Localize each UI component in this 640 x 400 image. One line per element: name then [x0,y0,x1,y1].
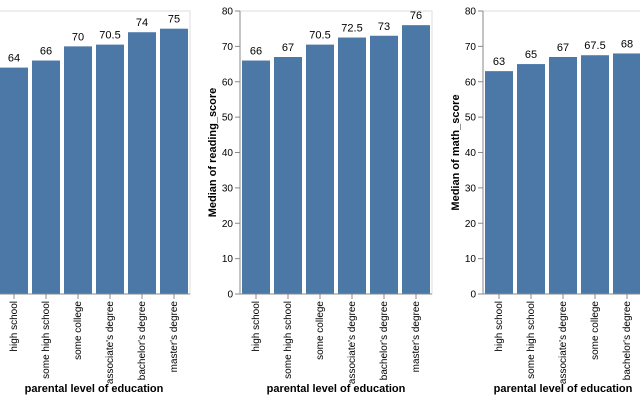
value-label: 70.5 [99,30,120,42]
bar [613,53,640,295]
bar [338,37,366,294]
bar [96,44,124,295]
y-tick-label: 30 [465,183,477,194]
y-tick-label: 40 [222,148,234,159]
y-axis-title: Median of reading_score [207,88,219,218]
y-tick-label: 10 [222,254,234,265]
x-axis-title: parental level of education [494,383,633,395]
value-label: 66 [40,46,52,58]
bar [581,55,609,294]
value-label: 74 [136,17,148,29]
x-tick-label: high school [494,301,505,352]
bar [370,35,398,294]
bar [402,25,430,295]
bar [64,46,92,294]
value-label: 66 [250,46,262,58]
y-tick-label: 50 [222,113,234,124]
y-tick-label: 70 [465,42,477,53]
x-axis-title: parental level of education [25,383,164,395]
value-label: 72.5 [341,23,362,35]
bar [242,60,270,295]
bar [549,56,577,294]
x-tick-label: some college [73,301,84,360]
x-tick-label: some high school [283,301,294,379]
y-tick-label: 0 [227,290,233,301]
x-tick-label: some college [315,301,326,360]
x-tick-label: some high school [41,301,52,379]
y-tick-label: 20 [465,219,477,230]
value-label: 70 [72,31,84,43]
value-label: 63 [493,56,505,68]
y-tick-label: 20 [222,219,234,230]
value-label: 70.5 [309,30,330,42]
y-tick-label: 50 [465,113,477,124]
y-tick-label: 60 [222,77,234,88]
bar [32,60,60,295]
x-axis-title: parental level of education [267,383,406,395]
y-tick-label: 40 [465,148,477,159]
bar [306,44,334,295]
y-tick-label: 10 [465,254,477,265]
x-tick-label: some college [590,301,601,360]
x-tick-label: associate's degree [105,301,116,385]
y-tick-label: 60 [465,77,477,88]
value-label: 67 [557,42,569,54]
value-label: 76 [410,10,422,22]
y-tick-label: 80 [465,7,477,18]
x-tick-label: associate's degree [558,301,569,385]
x-tick-label: bachelor's degree [622,301,633,381]
x-tick-label: high school [9,301,20,352]
value-label: 73 [378,21,390,33]
x-tick-label: master's degree [169,301,180,373]
y-tick-label: 80 [222,7,234,18]
bar [160,28,188,294]
bar [274,56,302,294]
x-tick-label: associate's degree [347,301,358,385]
value-label: 67 [282,42,294,54]
x-tick-label: bachelor's degree [137,301,148,381]
x-tick-label: some high school [526,301,537,379]
x-tick-label: bachelor's degree [379,301,390,381]
value-label: 64 [8,53,20,65]
x-tick-label: master's degree [411,301,422,373]
y-tick-label: 70 [222,42,234,53]
bar [128,32,156,294]
bar [0,67,28,294]
y-tick-label: 0 [470,290,476,301]
y-axis-title: Median of math_score [450,94,462,210]
x-tick-label: high school [251,301,262,352]
y-tick-label: 30 [222,183,234,194]
value-label: 67.5 [584,40,605,52]
bar [517,64,545,294]
value-label: 65 [525,49,537,61]
value-label: 68 [621,38,633,50]
bar [485,71,513,294]
value-label: 75 [168,14,180,26]
